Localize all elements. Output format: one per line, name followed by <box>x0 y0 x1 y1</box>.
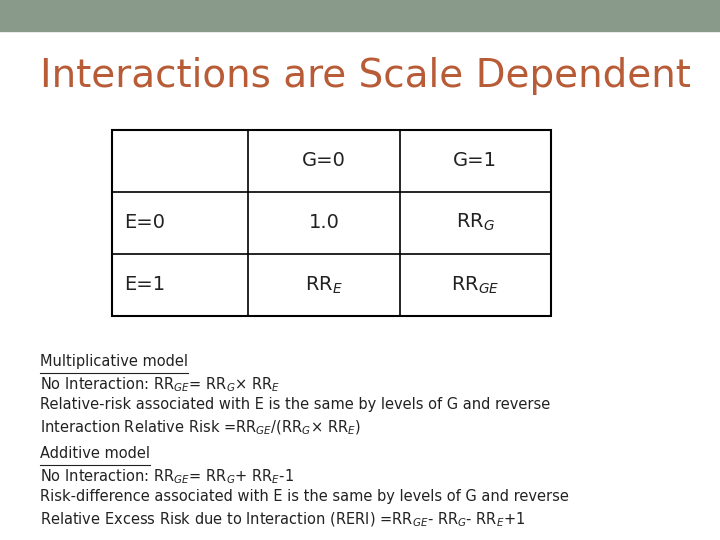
Text: 1.0: 1.0 <box>309 213 339 232</box>
Text: Interactions are Scale Dependent: Interactions are Scale Dependent <box>40 57 690 94</box>
Text: Additive model: Additive model <box>40 446 150 461</box>
Text: Multiplicative model: Multiplicative model <box>40 354 188 369</box>
Text: RR$_{GE}$: RR$_{GE}$ <box>451 274 500 295</box>
Text: E=0: E=0 <box>125 213 166 232</box>
Bar <box>0 0 720 31</box>
Text: RR$_E$: RR$_E$ <box>305 274 343 295</box>
Text: No Interaction: RR$_{GE}$= RR$_G$× RR$_E$: No Interaction: RR$_{GE}$= RR$_G$× RR$_E… <box>40 375 280 394</box>
Text: Relative-risk associated with E is the same by levels of G and reverse: Relative-risk associated with E is the s… <box>40 397 550 412</box>
Text: E=1: E=1 <box>125 275 166 294</box>
Text: RR$_G$: RR$_G$ <box>456 212 495 233</box>
Bar <box>112 130 551 316</box>
Text: G=0: G=0 <box>302 151 346 170</box>
Text: Interaction Relative Risk =RR$_{GE}$/(RR$_G$× RR$_E$): Interaction Relative Risk =RR$_{GE}$/(RR… <box>40 418 361 437</box>
Text: No Interaction: RR$_{GE}$= RR$_G$+ RR$_E$-1: No Interaction: RR$_{GE}$= RR$_G$+ RR$_E… <box>40 467 294 486</box>
Text: Risk-difference associated with E is the same by levels of G and reverse: Risk-difference associated with E is the… <box>40 489 569 504</box>
Text: Relative Excess Risk due to Interaction (RERI) =RR$_{GE}$- RR$_G$- RR$_E$+1: Relative Excess Risk due to Interaction … <box>40 510 525 529</box>
Text: G=1: G=1 <box>453 151 498 170</box>
